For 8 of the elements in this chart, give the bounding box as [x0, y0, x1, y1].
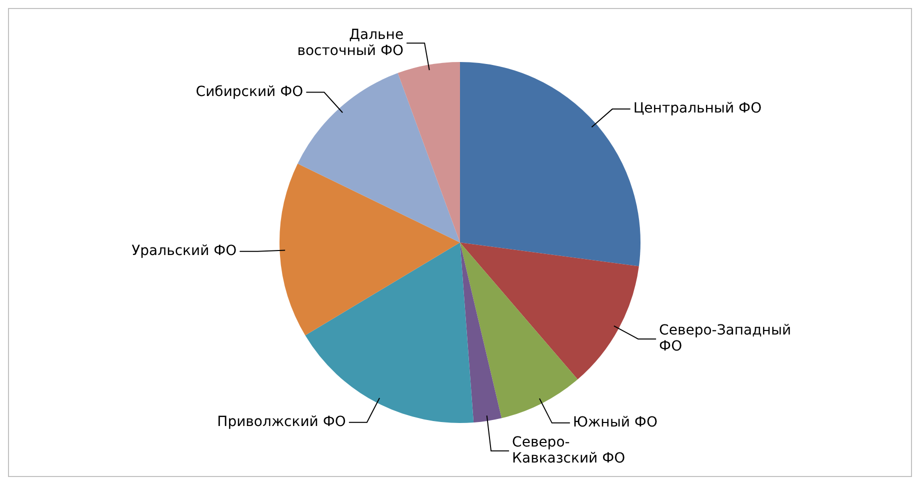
slice-label: Центральный ФО — [633, 100, 762, 117]
slice-label: Уральский ФО — [132, 243, 237, 260]
slice-label: Дальне восточный ФО — [297, 26, 404, 59]
slice-label: Северо-Западный ФО — [659, 322, 792, 355]
slice-label: Северо- Кавказский ФО — [512, 434, 626, 467]
slice-label: Приволжский ФО — [217, 414, 346, 430]
slice-label: Южный ФО — [572, 414, 658, 431]
slice-label: Сибирский ФО — [196, 84, 304, 100]
